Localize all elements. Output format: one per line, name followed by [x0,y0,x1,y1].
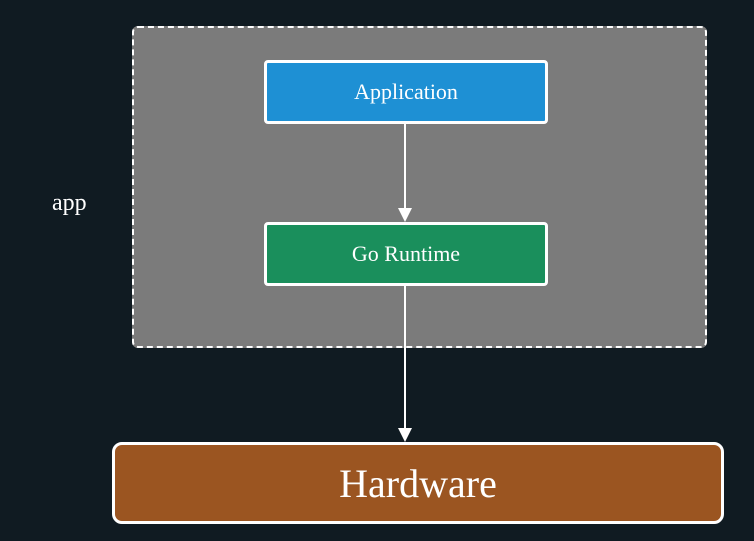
go-runtime-node: Go Runtime [264,222,548,286]
arrow-runtime-to-hardware [404,286,406,428]
arrow-app-to-runtime [404,124,406,208]
container-label: app [52,190,87,217]
hardware-node: Hardware [112,442,724,524]
arrow-head-icon [398,208,412,222]
go-runtime-node-label: Go Runtime [352,241,460,267]
hardware-node-label: Hardware [339,460,497,507]
arrow-head-icon [398,428,412,442]
application-node-label: Application [354,79,458,105]
application-node: Application [264,60,548,124]
